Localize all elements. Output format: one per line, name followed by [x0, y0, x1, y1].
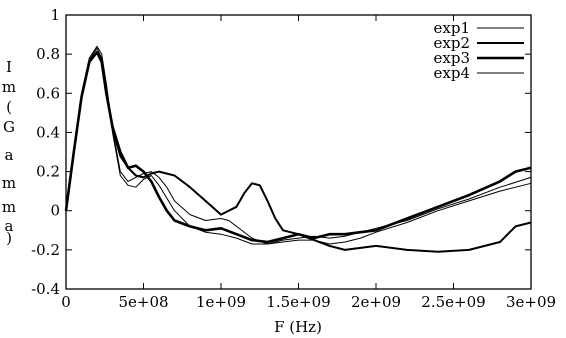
- y-axis-label-char: (: [6, 98, 12, 116]
- x-axis-label: F (Hz): [274, 318, 322, 336]
- y-tick-label: 0.2: [36, 163, 60, 181]
- tick-labels: 0 5e+08 1e+09 1.5e+09 2e+09 2.5e+09 3e+09 -0.4 -…: [31, 6, 556, 311]
- series-lines: [64, 45, 532, 253]
- y-axis-label-char: m: [2, 198, 16, 216]
- y-axis-label-char: G: [3, 118, 15, 136]
- x-tick-label: 2.5e+09: [421, 293, 485, 311]
- y-tick-label: 0.4: [36, 123, 60, 141]
- y-axis-label-char: I: [6, 58, 12, 76]
- y-tick-label: 0.6: [36, 84, 60, 102]
- legend-label-exp4: exp4: [434, 64, 470, 82]
- x-tick-label: 0: [61, 293, 71, 311]
- x-tick-label: 1e+09: [196, 293, 246, 311]
- axis-ticks: [65, 14, 532, 290]
- legend-label-exp1: exp1: [434, 19, 470, 37]
- y-axis-label-char: a: [5, 217, 14, 235]
- y-tick-label: 0.8: [36, 45, 60, 63]
- x-tick-label: 1.5e+09: [266, 293, 330, 311]
- y-tick-label: 1: [50, 6, 60, 24]
- y-tick-label: -0.4: [31, 280, 60, 298]
- y-tick-label: 0: [50, 202, 60, 220]
- x-tick-label: 3e+09: [506, 293, 556, 311]
- series-line-exp4: [65, 47, 532, 245]
- y-axis-label-char: ): [6, 229, 12, 247]
- y-axis-label-char: a: [5, 146, 14, 164]
- x-tick-label: 2e+09: [351, 293, 401, 311]
- series-line-exp3: [64, 50, 532, 244]
- series-line-exp2: [65, 51, 532, 253]
- y-axis-label-char: m: [2, 174, 16, 192]
- y-axis-label-char: m: [2, 78, 16, 96]
- x-tick-label: 5e+08: [118, 293, 168, 311]
- legend-label-exp2: exp2: [434, 34, 470, 52]
- y-tick-label: -0.2: [31, 241, 60, 259]
- legend-label-exp3: exp3: [434, 49, 470, 67]
